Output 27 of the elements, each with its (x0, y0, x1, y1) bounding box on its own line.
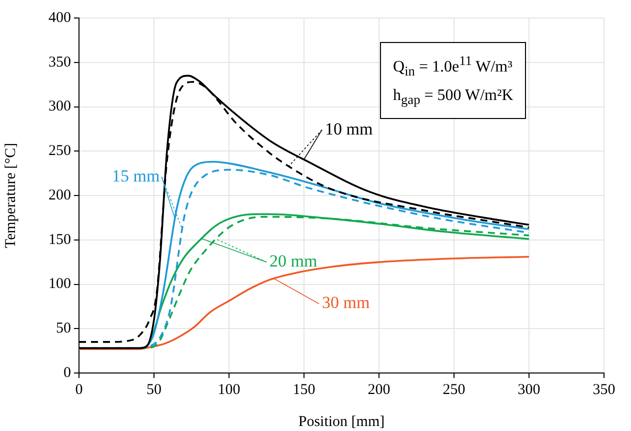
y-tick-label: 350 (48, 54, 71, 70)
legend-label: 20 mm (270, 252, 318, 271)
y-tick-label: 100 (48, 276, 71, 292)
y-tick-label: 300 (48, 98, 71, 115)
y-tick-label: 200 (48, 187, 71, 204)
annotation: h$_{gap}$ = 500 W/m²K (393, 86, 514, 109)
x-tick-label: 200 (368, 382, 390, 398)
x-tick-label: 150 (292, 382, 316, 398)
legend-label: 30 mm (322, 293, 370, 312)
y-tick-label: 0 (64, 364, 71, 381)
x-tick-label: 50 (146, 382, 162, 398)
y-tick-label: 250 (48, 143, 71, 160)
y-tick-label: 400 (48, 10, 71, 26)
annotation: Q$_{in}$ = 1.0e$^{11}$ W/m³ (393, 52, 514, 81)
series-label: 10 mm (325, 119, 373, 138)
x-axis-title: Position [mm] (298, 414, 385, 430)
x-tick-label: 350 (592, 382, 616, 398)
y-tick-label: 50 (56, 320, 71, 337)
y-tick-label: 150 (48, 232, 71, 248)
x-tick-label: 250 (442, 382, 466, 398)
y-axis-title: Temperature [°C] (2, 142, 19, 248)
series-label: 15 mm (112, 166, 160, 186)
x-tick-label: 100 (218, 382, 240, 398)
x-tick-label: 0 (75, 382, 83, 398)
x-tick-label: 300 (518, 382, 540, 398)
line-series (79, 256, 530, 350)
note-box: Q$_{in}$ = 1.0e$^{11}$ W/m³ h$_{gap}$ = 500 W/m²K (380, 42, 526, 119)
